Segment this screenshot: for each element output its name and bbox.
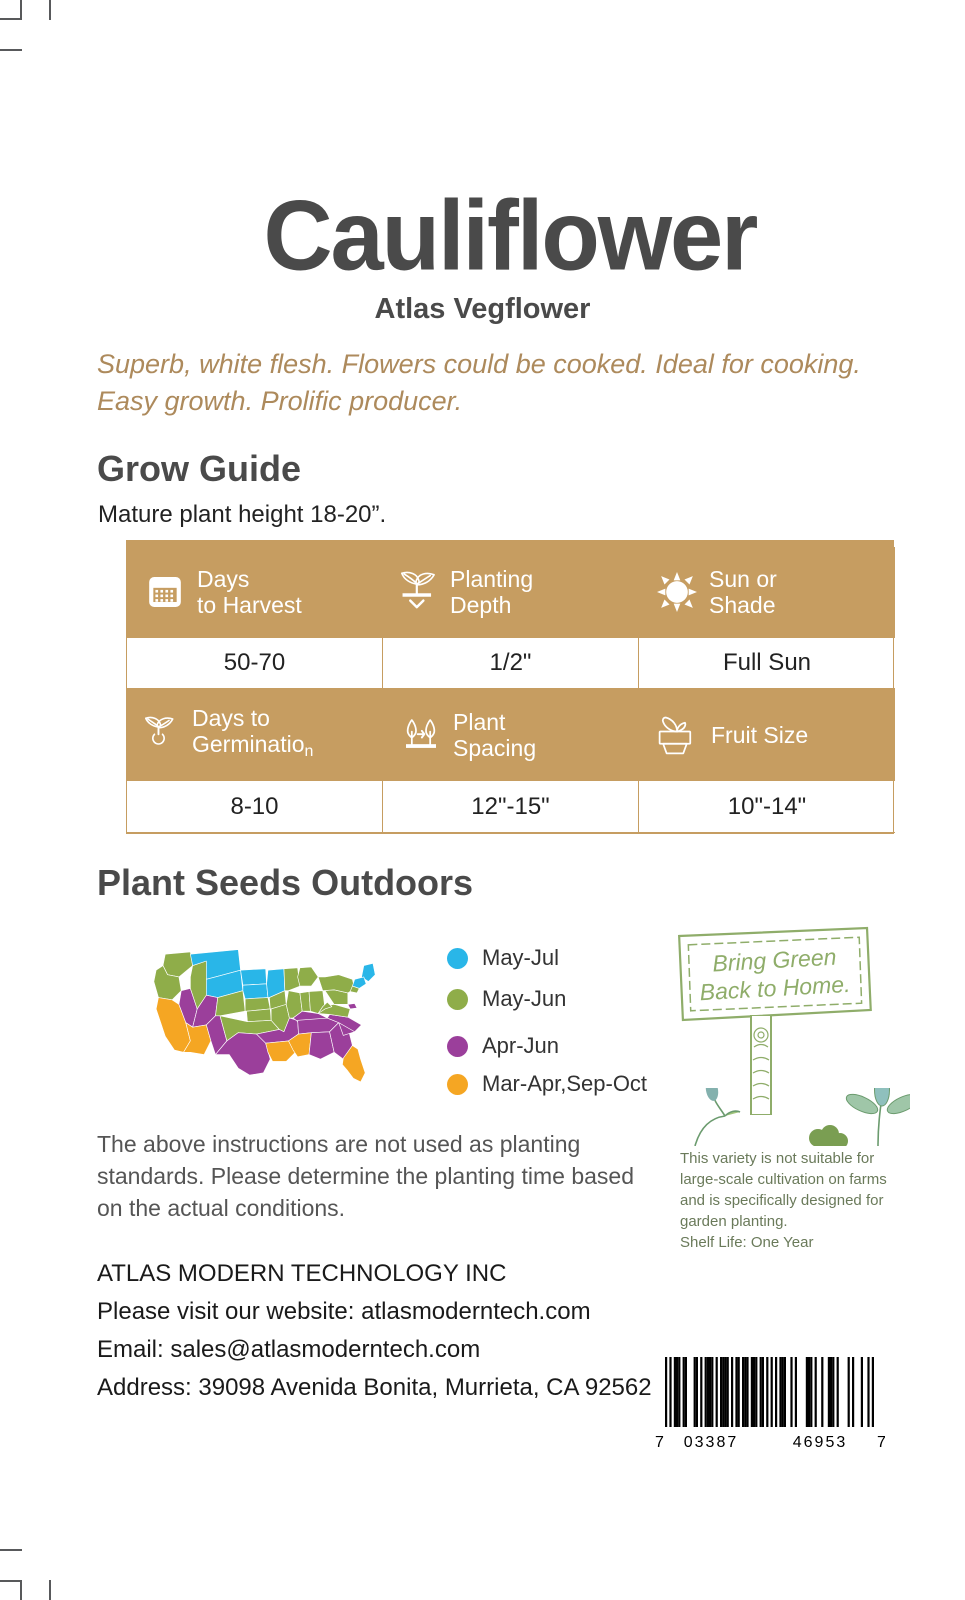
- svg-text:7: 7: [877, 1434, 885, 1450]
- svg-text:46953: 46953: [793, 1434, 848, 1450]
- svg-text:7: 7: [655, 1434, 664, 1450]
- svg-text:03387: 03387: [684, 1434, 739, 1450]
